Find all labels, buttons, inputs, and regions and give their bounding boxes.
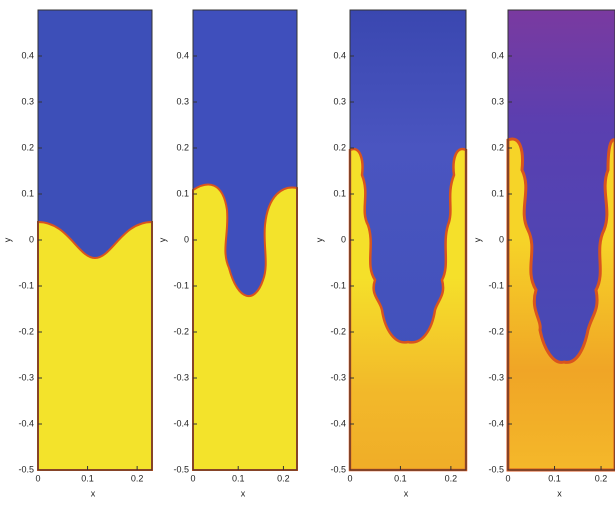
y-tick-label: -0.2 bbox=[330, 326, 346, 336]
x-axis-label: x bbox=[404, 488, 409, 498]
y-axis-label: y bbox=[314, 237, 324, 242]
panel: -0.5 -0.4 -0.3 -0.2 -0.1 0 0.1 0.2 0.3 0.4 0 0.1 0.2… bbox=[314, 9, 468, 498]
y-tick-label: 0.3 bbox=[491, 96, 504, 106]
y-tick-label: 0 bbox=[184, 234, 189, 244]
x-tick-label: 0.1 bbox=[81, 473, 94, 483]
y-tick-label: 0.1 bbox=[176, 188, 189, 198]
y-tick-label: 0.1 bbox=[333, 188, 346, 198]
x-tick-label: 0.2 bbox=[131, 473, 144, 483]
y-tick-label: 0.2 bbox=[176, 142, 189, 152]
y-tick-label: 0.3 bbox=[176, 96, 189, 106]
x-tick-label: 0.1 bbox=[232, 473, 245, 483]
x-tick-label: 0.2 bbox=[445, 473, 458, 483]
x-axis-label: x bbox=[91, 488, 96, 498]
y-tick-label: -0.3 bbox=[18, 372, 34, 382]
y-axis-label: y bbox=[157, 237, 167, 242]
y-tick-label: 0.4 bbox=[176, 50, 189, 60]
y-tick-label: -0.2 bbox=[173, 326, 189, 336]
x-tick-label: 0.1 bbox=[394, 473, 407, 483]
field-lower bbox=[37, 220, 153, 471]
y-axis-label: y bbox=[472, 237, 482, 242]
y-tick-label: 0.1 bbox=[21, 188, 34, 198]
y-tick-label: 0.2 bbox=[333, 142, 346, 152]
y-tick-label: -0.5 bbox=[330, 464, 346, 474]
y-tick-label: -0.1 bbox=[488, 280, 504, 290]
y-tick-label: 0.1 bbox=[491, 188, 504, 198]
y-tick-label: 0.4 bbox=[21, 50, 34, 60]
y-tick-label: 0.3 bbox=[21, 96, 34, 106]
panel: -0.5 -0.4 -0.3 -0.2 -0.1 0 0.1 0.2 0.3 0.4 0 0.1 0.2… bbox=[2, 9, 153, 498]
y-tick-label: 0.4 bbox=[333, 50, 346, 60]
y-tick-label: -0.3 bbox=[488, 372, 504, 382]
x-tick-label: 0.2 bbox=[277, 473, 290, 483]
field-lower bbox=[348, 147, 468, 472]
y-tick-label: -0.5 bbox=[173, 464, 189, 474]
x-tick-label: 0 bbox=[347, 473, 352, 483]
y-tick-label: -0.5 bbox=[18, 464, 34, 474]
y-axis-label: y bbox=[2, 237, 12, 242]
panel: -0.5 -0.4 -0.3 -0.2 -0.1 0 0.1 0.2 0.3 0.4 0 0.1 0.2… bbox=[472, 9, 615, 498]
y-tick-label: 0 bbox=[499, 234, 504, 244]
x-axis-label: x bbox=[241, 488, 246, 498]
panel: -0.5 -0.4 -0.3 -0.2 -0.1 0 0.1 0.2 0.3 0.4 0 0.1 0.2… bbox=[157, 9, 298, 498]
x-tick-label: 0 bbox=[190, 473, 195, 483]
y-tick-label: 0.3 bbox=[333, 96, 346, 106]
y-tick-label: -0.4 bbox=[488, 418, 504, 428]
y-tick-label: -0.1 bbox=[330, 280, 346, 290]
x-tick-label: 0 bbox=[505, 473, 510, 483]
y-tick-label: -0.2 bbox=[488, 326, 504, 336]
y-tick-label: -0.5 bbox=[488, 464, 504, 474]
y-tick-label: 0.4 bbox=[491, 50, 504, 60]
y-tick-label: 0 bbox=[341, 234, 346, 244]
y-tick-label: 0.2 bbox=[491, 142, 504, 152]
field-lower bbox=[192, 183, 298, 471]
y-tick-label: -0.3 bbox=[173, 372, 189, 382]
x-tick-label: 0.1 bbox=[548, 473, 561, 483]
y-tick-label: -0.3 bbox=[330, 372, 346, 382]
y-tick-label: -0.4 bbox=[18, 418, 34, 428]
field-lower bbox=[506, 137, 615, 472]
x-tick-label: 0 bbox=[35, 473, 40, 483]
y-tick-label: -0.1 bbox=[173, 280, 189, 290]
y-tick-label: -0.2 bbox=[18, 326, 34, 336]
y-tick-label: -0.4 bbox=[173, 418, 189, 428]
y-tick-label: 0.2 bbox=[21, 142, 34, 152]
y-tick-label: -0.4 bbox=[330, 418, 346, 428]
y-tick-label: 0 bbox=[29, 234, 34, 244]
x-tick-label: 0.2 bbox=[595, 473, 608, 483]
x-axis-label: x bbox=[557, 488, 562, 498]
y-tick-label: -0.1 bbox=[18, 280, 34, 290]
